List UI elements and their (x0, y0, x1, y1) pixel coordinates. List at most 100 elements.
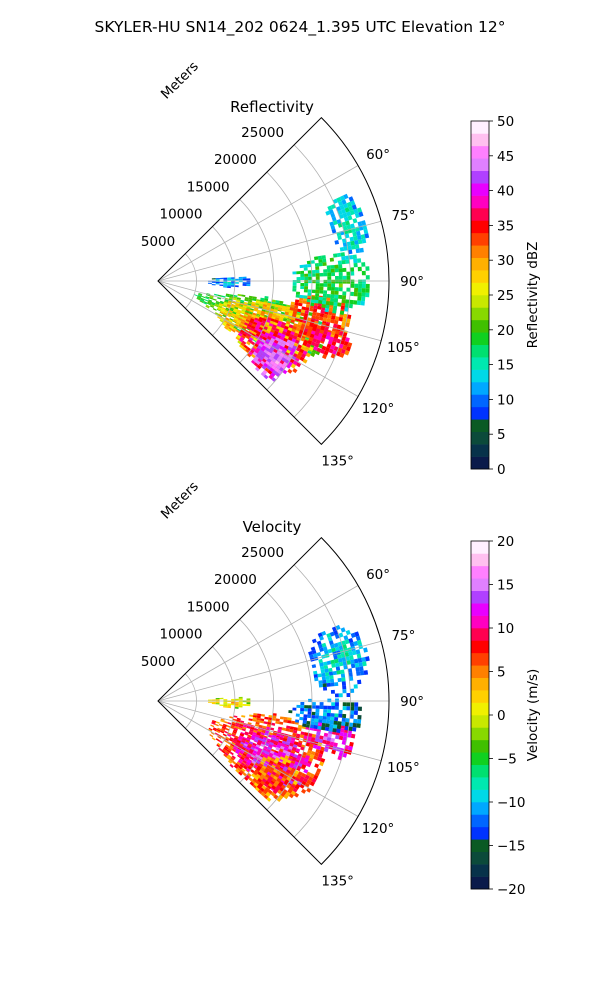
radar-cell (247, 313, 253, 317)
radar-cell (321, 300, 327, 305)
radar-cell (327, 283, 332, 288)
radar-cell (258, 343, 264, 348)
radar-cell (232, 718, 237, 722)
radar-cell (322, 646, 328, 651)
radar-cell (347, 245, 352, 251)
radar-cell (238, 705, 243, 708)
radar-cell (336, 324, 342, 330)
radar-cell (314, 752, 320, 757)
radar-cell (227, 732, 232, 736)
radar-cell (365, 275, 370, 280)
radar-cell (243, 331, 248, 336)
radar-cell (271, 344, 276, 349)
radar-cell (244, 741, 249, 745)
radar-cell (230, 285, 235, 287)
radar-cell (347, 668, 353, 673)
radar-cell (327, 339, 333, 345)
radar-cell (243, 751, 249, 755)
radar-cell (264, 296, 269, 299)
colorbar-segment (471, 319, 489, 333)
radar-cell (330, 713, 335, 718)
radar-cell (276, 733, 281, 737)
radar-cell (335, 666, 341, 671)
radar-cell (363, 647, 368, 653)
radar-cell (248, 718, 253, 722)
radar-cell (316, 640, 322, 646)
radar-cell (296, 704, 301, 708)
radar-cell (342, 242, 348, 247)
radar-cell (253, 782, 259, 787)
radar-cell (262, 736, 268, 741)
radar-cell (324, 726, 330, 732)
radar-cell (229, 325, 234, 329)
radar-cell (323, 350, 329, 356)
radar-cell (308, 757, 314, 762)
radar-cell (223, 739, 229, 743)
radar-cell (308, 311, 313, 316)
radar-cell (247, 301, 252, 305)
radar-cell (297, 351, 303, 357)
radar-cell (317, 305, 322, 310)
radar-cell (345, 322, 350, 328)
radar-cell (308, 336, 314, 342)
radar-cell (264, 742, 270, 747)
radar-cell (267, 721, 272, 726)
radar-cell (338, 735, 344, 741)
radar-cell (222, 723, 228, 727)
radar-cell (308, 776, 314, 782)
radar-cell (284, 764, 290, 769)
radar-cell (255, 760, 261, 765)
radar-cell (251, 353, 256, 359)
radar-cell (329, 723, 334, 729)
radar-cell (277, 726, 283, 731)
radar-cell (349, 741, 354, 747)
radar-cell (335, 330, 340, 335)
azimuth-tick-label: 60° (366, 147, 390, 163)
radar-cell (234, 706, 239, 709)
radar-cell (268, 349, 274, 354)
radar-cell (350, 663, 356, 669)
radar-cell (216, 730, 221, 734)
radar-cell (251, 314, 256, 318)
radar-cell (348, 255, 354, 260)
radar-cell (299, 356, 305, 362)
radar-cell (259, 754, 264, 759)
radar-cell (197, 295, 202, 298)
radar-cell (220, 719, 225, 723)
radar-cell (261, 729, 266, 734)
radar-cell (244, 749, 250, 753)
radar-cell (229, 763, 234, 768)
radar-cell (214, 732, 219, 736)
radar-cell (357, 239, 363, 245)
radar-cell (327, 698, 332, 703)
radar-cell (241, 715, 246, 718)
radar-cell (348, 637, 354, 644)
radar-cell (353, 684, 358, 689)
radar-cell (304, 774, 310, 780)
radar-cell (232, 740, 237, 744)
radar-cell (322, 262, 327, 266)
radar-cell (228, 318, 233, 323)
radar-cell (271, 764, 276, 769)
radar-cell (239, 322, 244, 327)
radar-cell (215, 277, 220, 280)
radar-cell (218, 313, 223, 317)
radar-cell (201, 295, 206, 299)
radar-cell (316, 731, 321, 736)
radar-cell (261, 749, 267, 754)
radar-cell (322, 297, 327, 302)
radar-cell (334, 290, 339, 295)
colorbar-segment (471, 444, 489, 457)
radar-cell (213, 727, 218, 731)
radar-cell (338, 661, 344, 667)
radar-cell (359, 666, 364, 672)
radar-cell (295, 783, 301, 789)
radar-cell (266, 778, 272, 783)
colorbar-tick-label: 0 (497, 462, 506, 478)
radar-cell (292, 732, 297, 737)
radar-cell (255, 300, 260, 304)
radar-cell (210, 724, 215, 728)
radar-cell (308, 279, 312, 284)
radar-cell (233, 326, 238, 330)
radar-cell (261, 785, 267, 790)
